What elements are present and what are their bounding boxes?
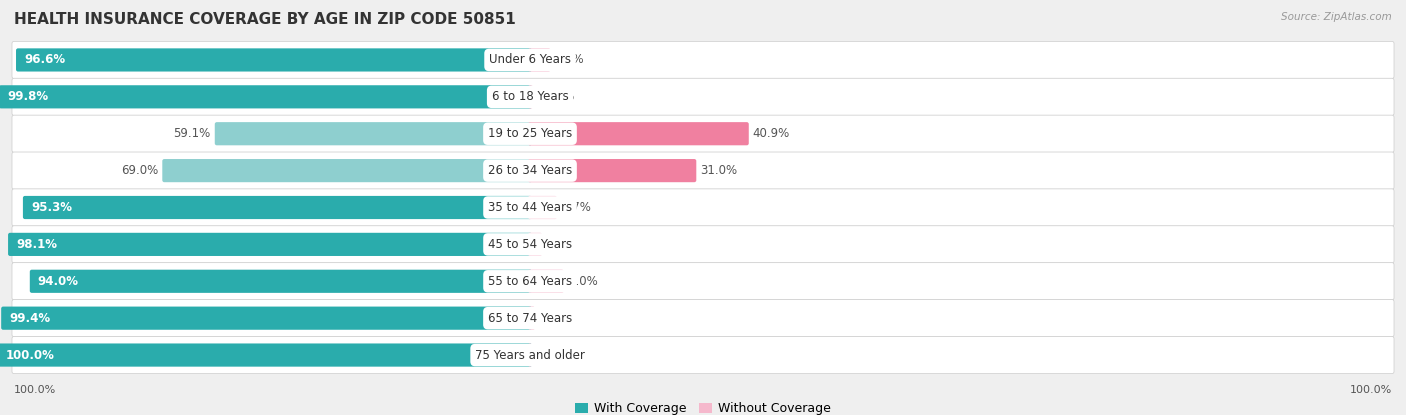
Text: 55 to 64 Years: 55 to 64 Years xyxy=(488,275,572,288)
FancyBboxPatch shape xyxy=(13,115,1393,152)
Text: 31.0%: 31.0% xyxy=(700,164,737,177)
FancyBboxPatch shape xyxy=(13,152,1393,189)
Text: 75 Years and older: 75 Years and older xyxy=(475,349,585,361)
Text: 94.0%: 94.0% xyxy=(38,275,79,288)
FancyBboxPatch shape xyxy=(162,159,531,182)
FancyBboxPatch shape xyxy=(13,189,1393,226)
Text: 40.9%: 40.9% xyxy=(752,127,790,140)
Text: 100.0%: 100.0% xyxy=(14,385,56,395)
Text: 0.0%: 0.0% xyxy=(536,349,565,361)
FancyBboxPatch shape xyxy=(13,78,1393,115)
FancyBboxPatch shape xyxy=(13,226,1393,263)
Text: 6.0%: 6.0% xyxy=(568,275,598,288)
FancyBboxPatch shape xyxy=(529,49,551,71)
Text: HEALTH INSURANCE COVERAGE BY AGE IN ZIP CODE 50851: HEALTH INSURANCE COVERAGE BY AGE IN ZIP … xyxy=(14,12,516,27)
Legend: With Coverage, Without Coverage: With Coverage, Without Coverage xyxy=(571,398,835,415)
Text: 45 to 54 Years: 45 to 54 Years xyxy=(488,238,572,251)
FancyBboxPatch shape xyxy=(8,233,531,256)
FancyBboxPatch shape xyxy=(13,337,1393,374)
Text: 65 to 74 Years: 65 to 74 Years xyxy=(488,312,572,325)
Text: 35 to 44 Years: 35 to 44 Years xyxy=(488,201,572,214)
Text: 99.4%: 99.4% xyxy=(10,312,51,325)
Text: 26 to 34 Years: 26 to 34 Years xyxy=(488,164,572,177)
Text: Source: ZipAtlas.com: Source: ZipAtlas.com xyxy=(1281,12,1392,22)
FancyBboxPatch shape xyxy=(529,270,564,293)
Text: 98.1%: 98.1% xyxy=(15,238,58,251)
FancyBboxPatch shape xyxy=(13,300,1393,337)
Text: 1.9%: 1.9% xyxy=(546,238,576,251)
FancyBboxPatch shape xyxy=(529,85,533,108)
FancyBboxPatch shape xyxy=(529,196,557,219)
FancyBboxPatch shape xyxy=(215,122,531,145)
Text: 69.0%: 69.0% xyxy=(121,164,159,177)
Text: Under 6 Years: Under 6 Years xyxy=(489,54,571,66)
FancyBboxPatch shape xyxy=(0,344,531,366)
FancyBboxPatch shape xyxy=(22,196,531,219)
FancyBboxPatch shape xyxy=(529,344,531,366)
FancyBboxPatch shape xyxy=(529,233,543,256)
Text: 95.3%: 95.3% xyxy=(31,201,72,214)
FancyBboxPatch shape xyxy=(529,307,534,330)
FancyBboxPatch shape xyxy=(0,85,531,108)
Text: 0.19%: 0.19% xyxy=(537,90,574,103)
FancyBboxPatch shape xyxy=(529,159,696,182)
Text: 6 to 18 Years: 6 to 18 Years xyxy=(492,90,568,103)
Text: 99.8%: 99.8% xyxy=(7,90,48,103)
FancyBboxPatch shape xyxy=(1,307,531,330)
FancyBboxPatch shape xyxy=(529,122,749,145)
Text: 3.5%: 3.5% xyxy=(554,54,583,66)
Text: 0.56%: 0.56% xyxy=(538,312,576,325)
Text: 100.0%: 100.0% xyxy=(1350,385,1392,395)
FancyBboxPatch shape xyxy=(30,270,531,293)
FancyBboxPatch shape xyxy=(13,42,1393,78)
Text: 96.6%: 96.6% xyxy=(24,54,65,66)
Text: 19 to 25 Years: 19 to 25 Years xyxy=(488,127,572,140)
Text: 100.0%: 100.0% xyxy=(6,349,55,361)
Text: 59.1%: 59.1% xyxy=(173,127,211,140)
Text: 4.7%: 4.7% xyxy=(561,201,591,214)
FancyBboxPatch shape xyxy=(13,263,1393,300)
FancyBboxPatch shape xyxy=(15,49,531,71)
